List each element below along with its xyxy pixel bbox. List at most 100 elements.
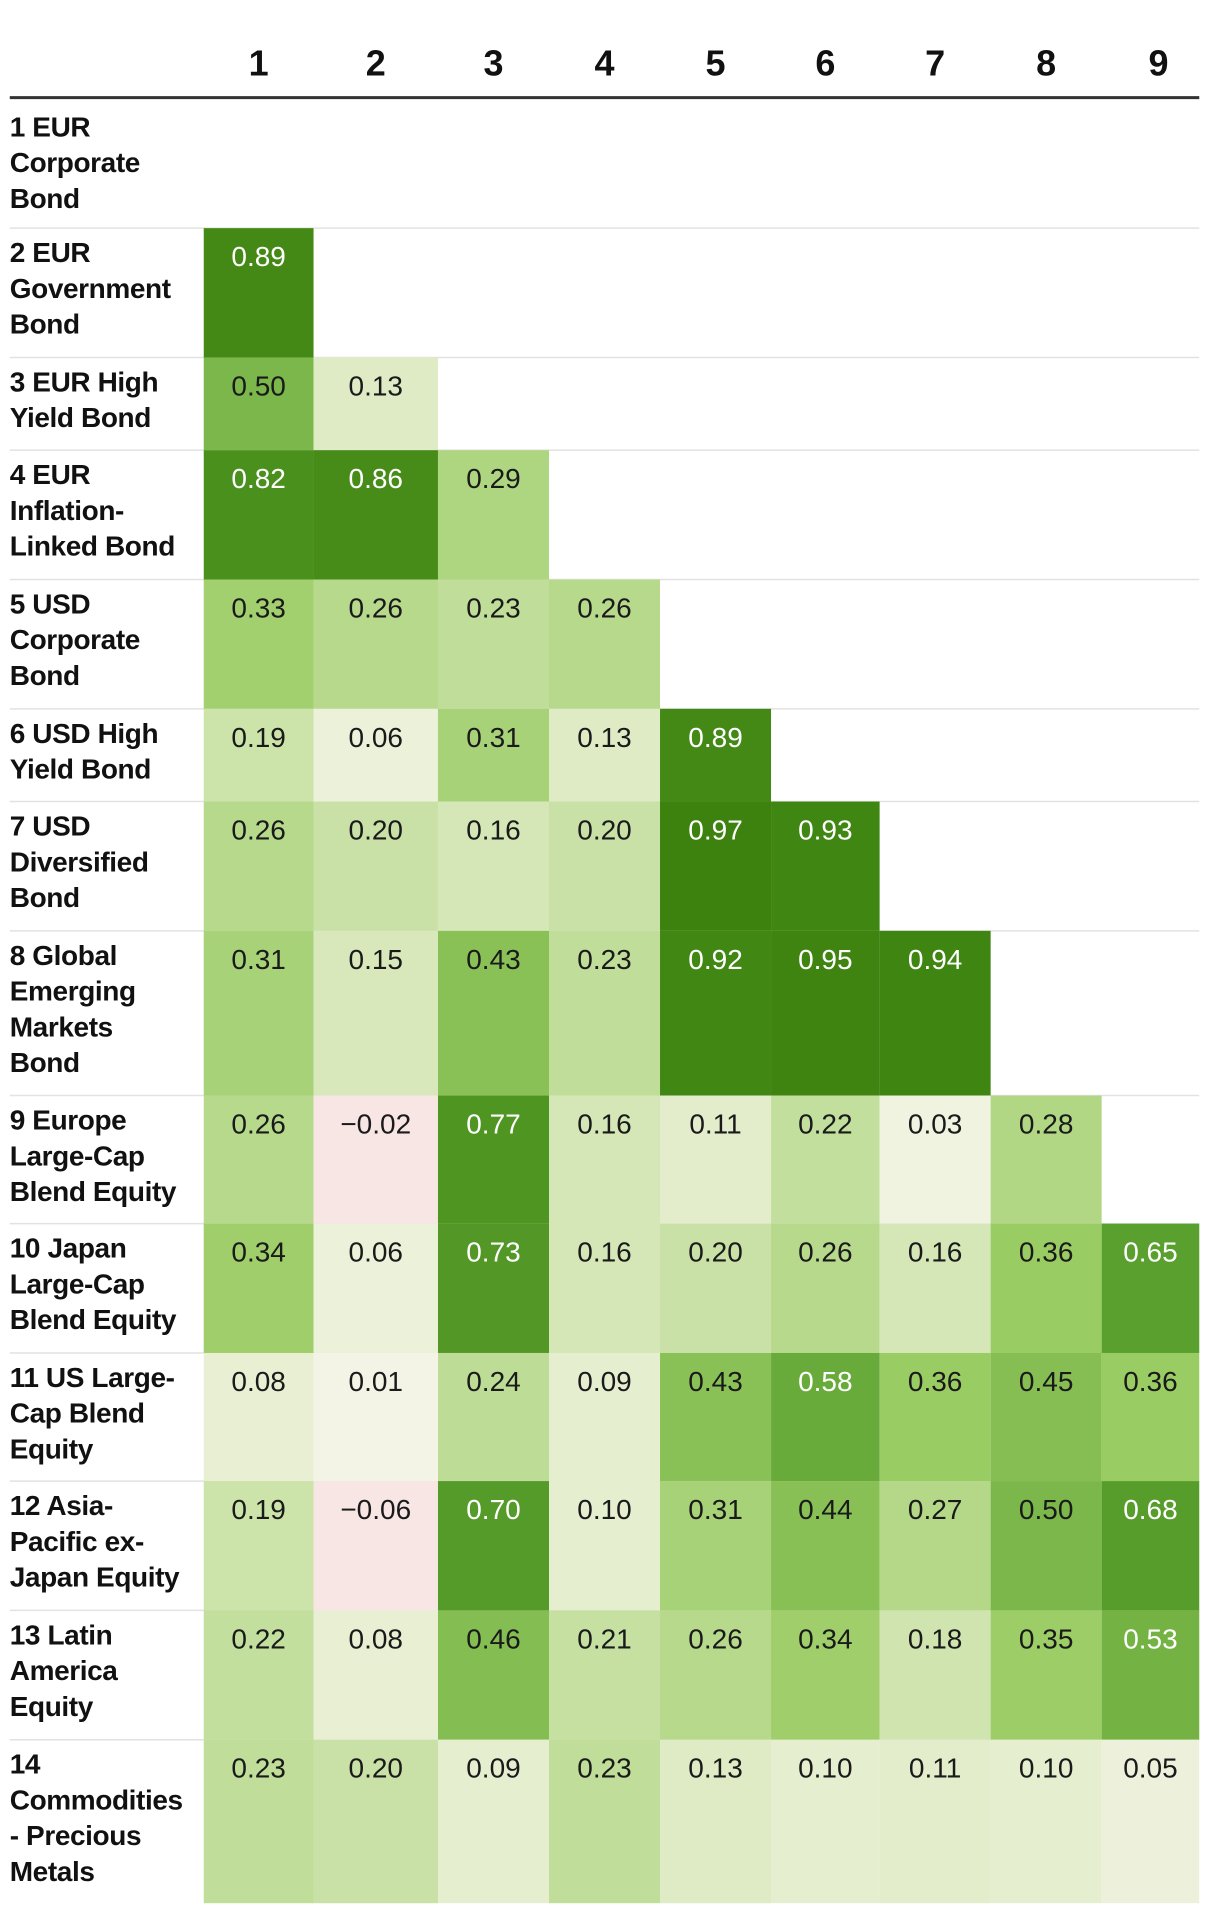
row-label: 3 EUR High Yield Bond: [10, 366, 158, 433]
cell-value-label: 0.65: [1123, 1237, 1178, 1268]
cell-value-label: 0.92: [688, 944, 743, 975]
heatmap-cell: [549, 1223, 661, 1353]
cell-value-label: 0.82: [231, 463, 286, 494]
cell-value-label: 0.50: [1019, 1494, 1074, 1525]
heatmap-cell: [549, 1610, 661, 1740]
heatmap-cell: [437, 1481, 549, 1611]
heatmap-cell: [313, 1352, 438, 1482]
heatmap-cell: [437, 708, 549, 802]
heatmap-row-3: 0.50 0.13 3 EUR High Yield Bond: [10, 357, 1200, 451]
heatmap-cell: [313, 1481, 438, 1611]
row-label: 1 EUR Corporate Bond: [10, 111, 140, 213]
heatmap-cell: [1101, 1352, 1200, 1482]
cell-value-label: 0.58: [798, 1366, 853, 1397]
heatmap-cell: [437, 930, 549, 1096]
heatmap-row-2: 0.89 2 EUR Government Bond: [10, 228, 1200, 359]
cell-value-label: 0.43: [688, 1366, 743, 1397]
heatmap-row-1: 1 EUR Corporate Bond: [10, 111, 1200, 229]
heatmap-cell: [990, 1739, 1102, 1904]
heatmap-cell: [1101, 1610, 1200, 1740]
heatmap-cell: [313, 450, 438, 580]
cell-value-label: 0.24: [466, 1366, 521, 1397]
cell-value-label: 0.43: [466, 944, 521, 975]
heatmap-row-14: 0.23 0.20 0.09 0.23 0.13 0.10 0.11 0.10 0.05 14 Co…: [10, 1739, 1200, 1904]
cell-value-label: 0.09: [577, 1366, 632, 1397]
heatmap-cell: [771, 1223, 880, 1353]
heatmap-row-9: 0.26 −0.02 0.77 0.16 0.11 0.22 0.03 0.28 9 Europ…: [10, 1095, 1200, 1225]
heatmap-cell: [660, 1095, 772, 1224]
heatmap-cell: [879, 1352, 991, 1482]
heatmap-cell: [203, 1095, 314, 1224]
heatmap-cell: [437, 1095, 549, 1224]
heatmap-cell: [660, 1610, 772, 1740]
cell-value-label: 0.28: [1019, 1109, 1074, 1140]
heatmap-cell: [437, 1739, 549, 1904]
row-label: 7 USD Diversified Bond: [10, 811, 149, 913]
column-header-1: 1: [249, 43, 269, 84]
cell-value-label: 0.15: [349, 944, 404, 975]
row-label: 10 Japan Large-Cap Blend Equity: [10, 1233, 177, 1335]
heatmap-cell: [437, 1352, 549, 1482]
cell-value-label: 0.46: [466, 1623, 521, 1654]
heatmap-cell: [1101, 1481, 1200, 1611]
heatmap-cell: [879, 930, 991, 1096]
cell-value-label: 0.86: [349, 463, 404, 494]
heatmap-cell: [203, 579, 314, 709]
heatmap-row-12: 0.19 −0.06 0.70 0.10 0.31 0.44 0.27 0.50 0.68 12 …: [10, 1481, 1200, 1612]
heatmap-cell: [879, 1095, 991, 1224]
cell-value-label: 0.77: [466, 1109, 521, 1140]
heatmap-cell: [549, 1739, 661, 1904]
heatmap-cell: [313, 708, 438, 802]
heatmap-cell: [203, 357, 314, 451]
cell-value-label: 0.35: [1019, 1623, 1074, 1654]
cell-value-label: 0.68: [1123, 1494, 1178, 1525]
heatmap-cell: [990, 1223, 1102, 1353]
column-header-4: 4: [594, 43, 614, 84]
cell-value-label: 0.33: [231, 593, 286, 624]
cell-value-label: 0.26: [798, 1237, 853, 1268]
cell-value-label: 0.34: [231, 1237, 286, 1268]
row-label: 2 EUR Government Bond: [10, 237, 171, 339]
cell-value-label: 0.70: [466, 1494, 521, 1525]
cell-value-label: 0.23: [577, 1753, 632, 1784]
heatmap-row-4: 0.82 0.86 0.29 4 EUR Inflation-Linked Bond: [10, 450, 1200, 581]
heatmap-cell: [203, 1739, 314, 1904]
heatmap-cell: [549, 801, 661, 931]
cell-value-label: 0.34: [798, 1623, 853, 1654]
row-label: 4 EUR Inflation-Linked Bond: [10, 459, 175, 561]
heatmap-cell: [437, 450, 549, 580]
cell-value-label: 0.13: [688, 1753, 743, 1784]
heatmap-cell: [990, 1481, 1102, 1611]
cell-value-label: 0.36: [1019, 1237, 1074, 1268]
heatmap-cell: [203, 1223, 314, 1353]
heatmap-cell: [437, 1223, 549, 1353]
heatmap-cell: [660, 1223, 772, 1353]
heatmap-cell: [660, 801, 772, 931]
cell-value-label: 0.16: [577, 1109, 632, 1140]
row-label: 13 Latin America Equity: [10, 1619, 119, 1721]
cell-value-label: 0.09: [466, 1753, 521, 1784]
heatmap-cell: [660, 708, 772, 802]
cell-value-label: 0.20: [688, 1237, 743, 1268]
heatmap-cell: [771, 1481, 880, 1611]
heatmap-cell: [660, 1481, 772, 1611]
heatmap-cell: [313, 801, 438, 931]
heatmap-cell: [879, 1223, 991, 1353]
row-label: 12 Asia-Pacific ex-Japan Equity: [10, 1490, 180, 1592]
cell-value-label: 0.93: [798, 815, 853, 846]
heatmap-row-13: 0.22 0.08 0.46 0.21 0.26 0.34 0.18 0.35 0.53 13 L…: [10, 1610, 1200, 1741]
row-label: 5 USD Corporate Bond: [10, 589, 140, 691]
heatmap-cell: [203, 1352, 314, 1482]
cell-value-label: 0.23: [466, 593, 521, 624]
heatmap-cell: [771, 930, 880, 1096]
heatmap-cell: [1101, 1223, 1200, 1353]
heatmap-cell: [660, 1739, 772, 1904]
cell-value-label: 0.29: [466, 463, 521, 494]
cell-value-label: 0.11: [909, 1753, 961, 1784]
cell-value-label: 0.20: [349, 815, 404, 846]
cell-value-label: 0.95: [798, 944, 853, 975]
heatmap-row-11: 0.08 0.01 0.24 0.09 0.43 0.58 0.36 0.45 0.36 11 U…: [10, 1352, 1200, 1482]
cell-value-label: 0.22: [798, 1109, 853, 1140]
heatmap-cell: [879, 1481, 991, 1611]
heatmap-cell: [313, 579, 438, 709]
